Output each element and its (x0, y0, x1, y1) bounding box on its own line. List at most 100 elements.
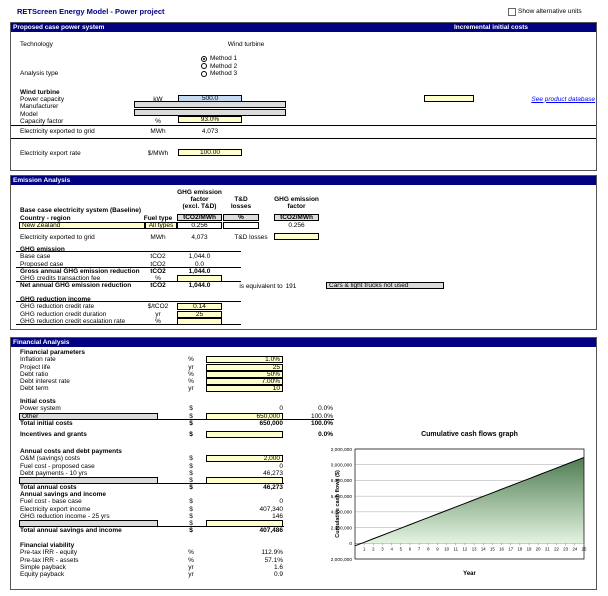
group-heading: Financial parameters (20, 349, 86, 356)
unit-header-tco2-mwh-2: tCO2/MWh (274, 213, 319, 221)
calculated-value: 1,044.0 (188, 282, 211, 290)
group-heading-row: Financial parameters (11, 349, 596, 356)
row-label: Debt interest rate (20, 378, 70, 386)
input-cell[interactable]: 25 (177, 310, 222, 318)
row-unit: % (188, 556, 194, 564)
calculated-value: 407,486 (259, 527, 284, 535)
section-header-bar: Emission Analysis (11, 176, 596, 185)
technology-label: Technology (20, 41, 53, 48)
row-unit: $ (189, 512, 193, 520)
svg-text:8,000,000: 8,000,000 (331, 478, 352, 484)
svg-text:18: 18 (517, 546, 522, 551)
capacity-factor-label: Capacity factor (20, 117, 64, 125)
sheet-row: Total initial costs $650,000 100.0% (11, 418, 596, 427)
input-cell[interactable]: 7.00% (206, 378, 283, 386)
relative-percent: 100.0% (310, 419, 333, 427)
heading-underline (16, 251, 241, 253)
input-cell[interactable]: 0.14 (177, 303, 222, 311)
group-heading-row: Annual savings and income (11, 491, 596, 498)
method-3-radio[interactable] (201, 70, 207, 77)
country-dropdown-cell[interactable]: New Zealand (19, 221, 145, 229)
group-heading: Annual costs and debt payments (20, 448, 122, 455)
row-unit: tCO2 (150, 282, 166, 290)
sheet-row: GHG reduction credit duration yr 25 (11, 310, 596, 318)
calculated-value: 0.9 (273, 571, 283, 579)
method-3-label: Method 3 (210, 70, 238, 77)
show-alternative-units-checkbox[interactable] (508, 8, 516, 16)
incremental-cost-cell[interactable] (424, 95, 474, 102)
calculated-value: 0.0 (194, 260, 205, 268)
calculated-value: 0 (279, 405, 283, 413)
row-unit: $/tCO2 (147, 303, 169, 311)
row-label: GHG reduction credit escalation rate (20, 317, 126, 325)
analysis-type-label: Analysis type (20, 70, 59, 77)
group-heading: GHG emission (20, 246, 65, 253)
row-label: Proposed case (20, 260, 64, 268)
row-label: Power system (20, 405, 61, 413)
section-header-left: Emission Analysis (13, 177, 71, 184)
fuel-type-dropdown-cell[interactable]: All types (145, 221, 177, 229)
sheet-row: Debt interest rate% 7.00% (11, 378, 596, 386)
sheet-row: GHG reduction credit escalation rate% (11, 317, 596, 326)
sheet-row: Project life yr 25 (11, 363, 596, 371)
model-cell[interactable] (134, 108, 286, 116)
row-label: Debt payments - 10 yrs (20, 469, 88, 477)
sheet-row: Total annual costs $46,273 (11, 483, 596, 492)
calculated-value: 407,340 (259, 505, 284, 513)
capacity-factor-cell[interactable]: 93.0% (178, 116, 242, 123)
input-cell[interactable]: 25 (206, 363, 283, 371)
electricity-exported-label: Electricity exported to grid (20, 128, 95, 135)
equivalent-item-dropdown[interactable]: Cars & light trucks not used (326, 282, 444, 289)
svg-text:12: 12 (463, 546, 468, 551)
svg-text:20: 20 (536, 546, 541, 551)
row-label: O&M (savings) costs (20, 455, 80, 463)
input-cell[interactable] (206, 431, 283, 438)
capacity-factor-unit: % (155, 117, 161, 125)
col-header-factor-1: GHG emission (274, 196, 319, 203)
see-product-database-link[interactable]: See product database (531, 95, 595, 103)
export-rate-cell[interactable]: 100.00 (178, 148, 242, 156)
input-cell[interactable]: 10 (206, 385, 283, 393)
row-unit: yr (188, 385, 194, 393)
sheet-row: Simple payback yr 1.6 (11, 564, 596, 571)
row-label: Pre-tax IRR - equity (20, 549, 78, 557)
row-label: Total annual costs (20, 484, 77, 492)
sheet-row: Fuel cost - proposed case $0 (11, 463, 596, 470)
group-heading: Financial viability (20, 542, 75, 549)
manufacturer-cell[interactable] (134, 101, 286, 108)
section-header-bar: Proposed case power system Incremental i… (11, 23, 596, 32)
method-1-label: Method 1 (210, 55, 238, 62)
row-unit: tCO2 (150, 260, 166, 268)
financial-viability-group: Financial viability Pre-tax IRR - equity… (11, 542, 596, 578)
financial-parameters-group: Financial parameters Inflation rate% 1.0%… (11, 349, 596, 393)
method-1-radio[interactable] (201, 55, 207, 62)
col-header-td-2: losses (230, 203, 252, 210)
row-label: Simple payback (20, 563, 66, 571)
row-unit: % (188, 370, 194, 378)
row-label: Incentives and grants (20, 431, 87, 438)
row-label: GHG credits transaction fee (20, 275, 101, 283)
svg-text:5: 5 (400, 546, 403, 551)
row-unit: $ (189, 412, 193, 420)
relative-percent: 100.0% (310, 412, 333, 420)
row-label: Total annual savings and income (20, 527, 122, 535)
calculated-value: 146 (272, 512, 283, 520)
total-divider (19, 483, 284, 485)
input-cell[interactable]: 2,000 (206, 455, 283, 463)
row-unit: % (155, 275, 161, 283)
svg-text:9: 9 (436, 546, 439, 551)
method-2-radio[interactable] (201, 63, 207, 69)
input-cell[interactable]: 50% (206, 370, 283, 378)
input-cell[interactable]: 1.0% (206, 356, 283, 364)
sheet-row: Inflation rate% 1.0% (11, 356, 596, 364)
calculated-value: 46,273 (263, 469, 283, 477)
td-losses-cell[interactable] (223, 221, 259, 229)
cumulative-cash-flows-chart: Cumulative cash flows graph -2,000,000 0 2,… (331, 431, 587, 577)
sheet-row: Total annual savings and income $407,486 (11, 526, 596, 535)
td-losses-input-cell[interactable] (274, 232, 319, 240)
sheet-row: Debt ratio% 50% (11, 370, 596, 378)
svg-text:4,000,000: 4,000,000 (331, 510, 352, 516)
page-title: RETScreen Energy Model - Power project (17, 7, 165, 16)
svg-text:6: 6 (409, 546, 412, 551)
